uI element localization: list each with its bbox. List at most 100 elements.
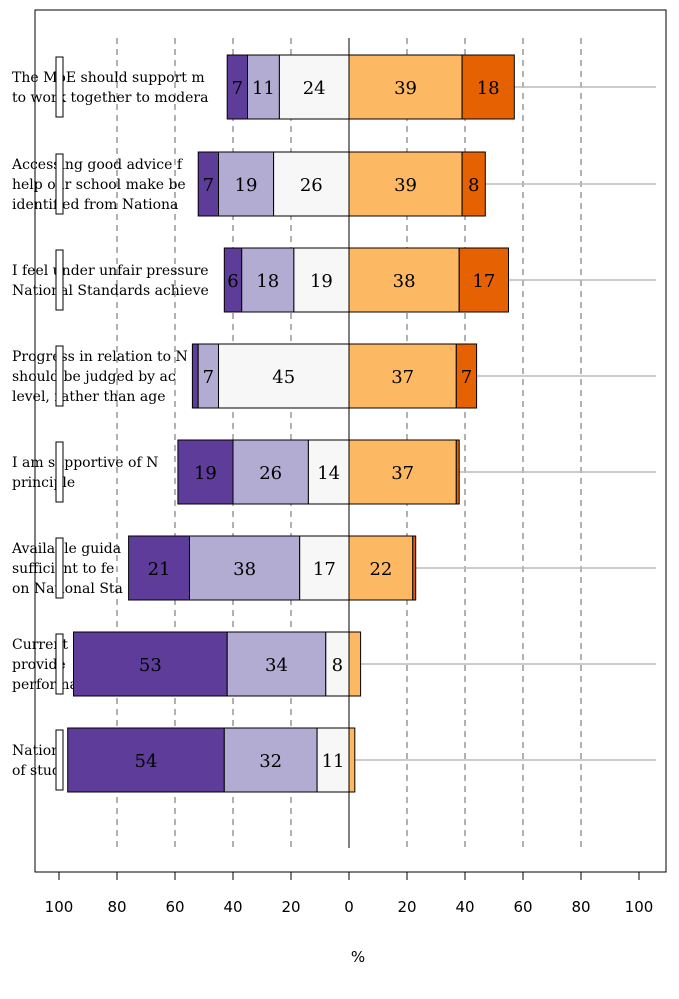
bar-label: 37: [391, 367, 414, 388]
bar-label: 54: [135, 751, 158, 772]
statement-label: of stud: [12, 763, 61, 779]
bar-label: 38: [393, 271, 416, 292]
bar-label: 26: [300, 175, 323, 196]
statement-label: Accessing good advice f: [11, 157, 184, 173]
bar-label: 39: [394, 175, 417, 196]
bar-segment: [412, 535, 417, 601]
x-tick-label: 20: [397, 898, 416, 916]
bar-segment: [128, 535, 191, 601]
statement-label: principle: [12, 475, 75, 491]
statement-label: help our school make be: [12, 177, 186, 193]
bar-label: 7: [461, 367, 472, 388]
bar-label: 19: [235, 175, 258, 196]
bar-segment: [177, 439, 234, 505]
row-marker: [55, 537, 64, 599]
bar-segment: [461, 54, 515, 120]
bar-label: 19: [194, 463, 217, 484]
statement-label: Nation: [12, 743, 60, 759]
x-tick-label: 40: [223, 898, 242, 916]
x-tick-label: 20: [281, 898, 300, 916]
statement-label: should be judged by ac: [12, 369, 176, 385]
x-tick-label: 80: [571, 898, 590, 916]
x-tick-label: 100: [45, 898, 74, 916]
statement-label: level, rather than age: [12, 389, 166, 405]
bar-label: 24: [303, 78, 326, 99]
bar-label: 14: [317, 463, 340, 484]
bar-label: 6: [227, 271, 238, 292]
bar-label: 53: [139, 655, 162, 676]
statement-label: to work together to modera: [12, 90, 208, 106]
bars: The MoE should support m to work together…: [11, 54, 656, 793]
statement-label: provide: [12, 657, 66, 673]
bar-label: 18: [477, 78, 500, 99]
bar-segment: [278, 54, 350, 120]
statement-label: Current: [12, 637, 68, 653]
x-tick-label: 100: [625, 898, 654, 916]
bar-segment: [348, 343, 457, 409]
bar-segment: [316, 727, 350, 793]
bar-segment: [189, 535, 301, 601]
bar-segment: [348, 439, 457, 505]
bar-label: 22: [369, 559, 392, 580]
bar-label: 8: [468, 175, 479, 196]
bar-label: 18: [256, 271, 279, 292]
x-tick-label: 60: [513, 898, 532, 916]
bar-label: 32: [259, 751, 282, 772]
statement-label: I am supportive of N: [12, 455, 158, 471]
statement-label: National Standards achieve: [12, 283, 209, 299]
bar-segment: [307, 439, 350, 505]
bar-label: 34: [265, 655, 288, 676]
statement-label: on National Sta: [12, 581, 123, 597]
bar-segment: [293, 247, 350, 313]
bar-segment: [67, 727, 225, 793]
statement-label: Progress in relation to N: [12, 349, 188, 365]
bar-label: 37: [391, 463, 414, 484]
row-marker: [55, 633, 64, 695]
row-marker: [55, 441, 64, 503]
bar-segment: [455, 343, 478, 409]
x-axis: 100 80 60 40 20 0 20 40 60 80 100: [45, 871, 654, 916]
bar-segment: [241, 247, 295, 313]
bar-segment: [191, 343, 199, 409]
x-tick-label: 80: [107, 898, 126, 916]
bar-segment: [348, 727, 356, 793]
row-marker: [55, 345, 64, 407]
x-tick-label: 40: [455, 898, 474, 916]
bar-segment: [223, 727, 318, 793]
bar-label: 21: [148, 559, 171, 580]
bar-segment: [458, 247, 510, 313]
row-marker: [55, 249, 64, 311]
bar-label: 11: [252, 78, 275, 99]
bar-segment: [348, 54, 463, 120]
x-tick-label: 60: [165, 898, 184, 916]
bar-segment: [247, 54, 280, 120]
row-marker: [55, 153, 64, 215]
bar-label: 11: [322, 751, 345, 772]
bar-label: 17: [313, 559, 336, 580]
x-axis-title: %: [351, 948, 365, 966]
bar-label: 8: [332, 655, 343, 676]
statement-label: The MoE should support m: [12, 70, 205, 86]
bar-segment: [348, 247, 460, 313]
statement-label: I feel under unfair pressure: [12, 263, 209, 279]
bar-label: 7: [203, 175, 214, 196]
bar-label: 39: [394, 78, 417, 99]
bar-segment: [461, 151, 486, 217]
bar-label: 7: [232, 78, 243, 99]
bar-label: 45: [272, 367, 295, 388]
bar-label: 7: [203, 367, 214, 388]
row-marker: [55, 729, 64, 791]
statement-label: identified from Nationa: [12, 197, 178, 213]
x-tick-label: 0: [344, 898, 354, 916]
bar-segment: [226, 631, 327, 697]
statement-label: Available guida: [11, 541, 121, 557]
bar-segment: [455, 439, 460, 505]
bar-segment: [218, 343, 350, 409]
bar-label: 19: [310, 271, 333, 292]
row-marker: [55, 56, 64, 118]
bar-label: 26: [259, 463, 282, 484]
bar-segment: [348, 151, 463, 217]
bar-label: 17: [472, 271, 495, 292]
bar-label: 38: [233, 559, 256, 580]
